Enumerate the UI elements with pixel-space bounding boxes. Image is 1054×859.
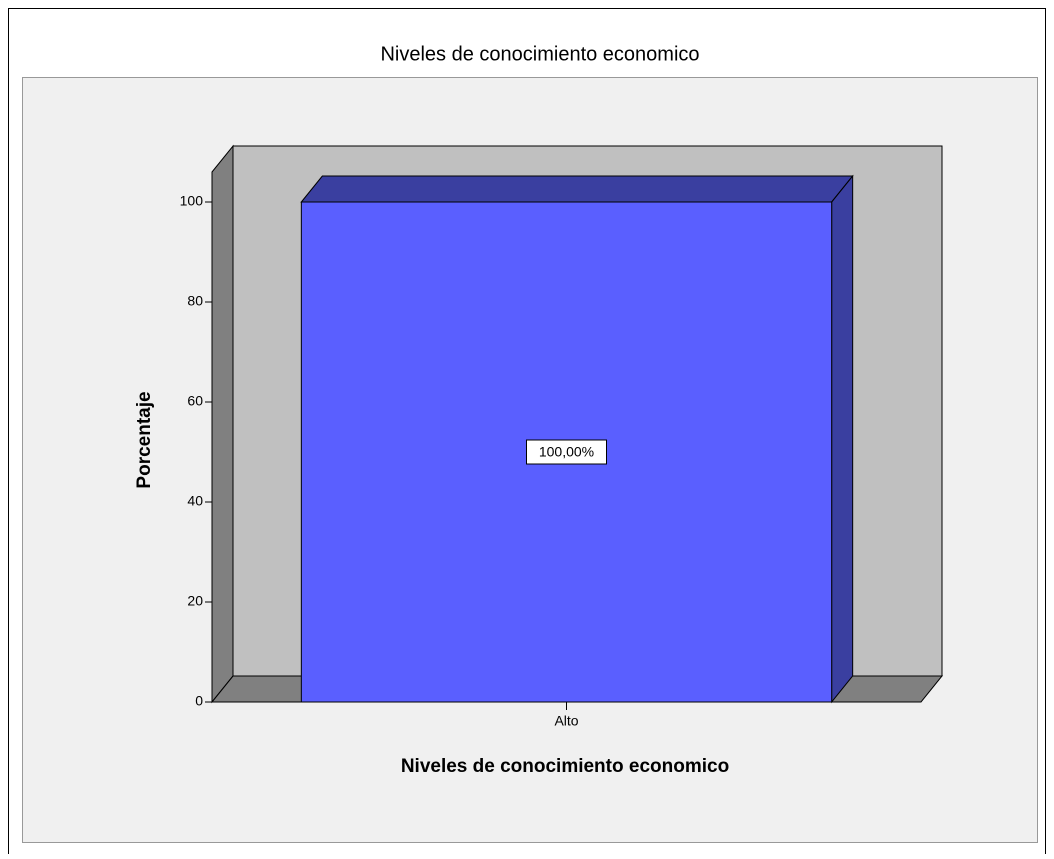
value-label-box — [526, 439, 607, 465]
side-wall — [211, 144, 234, 704]
y-tick-label: 20 — [187, 593, 203, 609]
bar-side — [831, 174, 854, 704]
y-axis-label: Porcentaje — [134, 391, 155, 488]
y-tick-label: 0 — [195, 693, 203, 709]
value-label: 100,00% — [539, 444, 594, 460]
y-tick-label: 60 — [187, 393, 203, 409]
y-tick-label: 40 — [187, 493, 203, 509]
x-axis-label: Niveles de conocimiento economico — [401, 756, 729, 777]
x-tick-label: Alto — [554, 713, 578, 729]
y-tick-label: 100 — [180, 193, 204, 209]
bar-top — [300, 175, 854, 203]
y-tick-label: 80 — [187, 293, 203, 309]
chart-title: Niveles de conocimiento economico — [380, 43, 699, 65]
